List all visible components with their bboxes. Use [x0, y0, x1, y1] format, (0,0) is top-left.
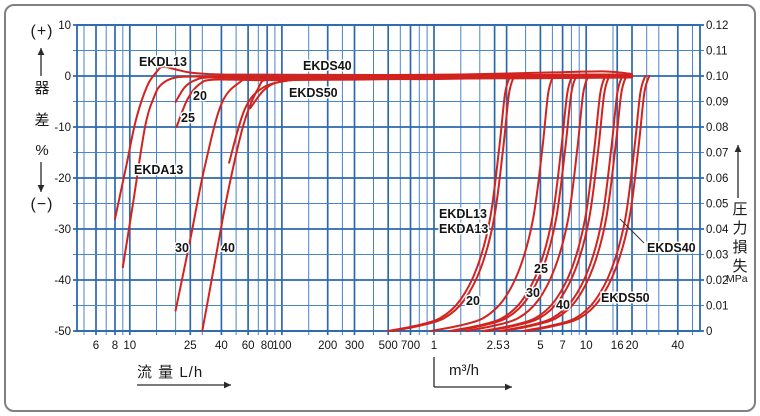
curve-label: EKDS40 [303, 59, 352, 73]
right-axis-tick-label: 0.05 [706, 199, 728, 211]
x-axis-tick-label: 25 [184, 340, 197, 352]
x-axis-tick-label: 7 [559, 340, 565, 352]
curve-label: 25 [181, 111, 195, 125]
x-axis-tick-label: 40 [671, 340, 684, 352]
x-axis-tick-label: 2.5 [487, 340, 503, 352]
pressure-curve-20 [430, 75, 555, 332]
pressure-direction-arrow-head [734, 145, 742, 152]
error-curve-EKDL13 [114, 65, 633, 220]
curve-label: EKDS50 [289, 86, 338, 100]
x-axis-tick-label: 100 [272, 340, 291, 352]
curve-label: EKDA13 [134, 163, 183, 177]
left-axis-tick-label: 10 [58, 20, 71, 32]
pressure-axis-title-char4: 失 [732, 258, 748, 275]
curve-label: 30 [175, 241, 189, 255]
pressure-curve-EKDS50-twin [503, 75, 628, 332]
error-positive-label: (+) [30, 23, 54, 40]
x-axis-tick-label: 80 [261, 340, 274, 352]
curve-label: EKDL13 [139, 55, 187, 69]
left-axis-tick-label: -30 [54, 224, 71, 236]
x-axis-tick-label: 700 [401, 340, 420, 352]
error-minus-direction-arrow-head [37, 185, 45, 192]
right-axis-tick-label: 0.06 [706, 173, 728, 185]
pressure-curve-25-twin [453, 75, 578, 332]
curve-label: 20 [466, 294, 480, 308]
curve-label: EKDL13 [439, 207, 487, 221]
error-negative-label: (−) [30, 196, 54, 213]
x-axis-tick-label: 1 [431, 340, 437, 352]
curve-label: EKDS50 [601, 291, 650, 305]
right-axis-tick-label: 0.02 [706, 275, 728, 287]
left-axis-tick-label: 0 [65, 71, 71, 83]
right-axis-tick-label: 0.01 [706, 301, 728, 313]
x-axis-tick-label: 10 [580, 340, 593, 352]
left-axis-tick-label: -10 [54, 122, 71, 134]
right-axis-tick-label: 0.09 [706, 97, 728, 109]
pressure-curve-40-twin [486, 75, 611, 332]
pressure-curve-30 [465, 75, 590, 332]
leader-line [619, 218, 645, 244]
right-axis-tick-label: 0.12 [706, 20, 728, 32]
x-axis-tick-label: 16 [611, 340, 624, 352]
curve-label: 20 [193, 89, 207, 103]
x-axis-tick-label: 500 [379, 340, 398, 352]
right-axis-tick-label: 0.07 [706, 148, 728, 160]
right-axis-tick-label: 0.03 [706, 250, 728, 262]
x-axis-tick-label: 5 [537, 340, 543, 352]
error-axis-unit-percent: % [35, 142, 49, 159]
pressure-curve-EKDS40-twin [526, 75, 651, 332]
error-curve-EKDS50 [249, 73, 633, 110]
x-axis-tick-label: 60 [242, 340, 255, 352]
x-axis-tick-label: 200 [318, 340, 337, 352]
left-axis-tick-label: -20 [54, 173, 71, 185]
right-axis-tick-label: 0 [706, 326, 712, 338]
pressure-axis-title-char2: 力 [732, 220, 748, 237]
x-axis-tick-label: 40 [215, 340, 228, 352]
left-axis-tick-label: -50 [54, 326, 71, 338]
flow-lh-direction-arrow-head [224, 381, 231, 389]
curve-label: EKDA13 [439, 222, 488, 236]
error-plus-direction-arrow-head [37, 48, 45, 55]
x-axis-tick-label: 3 [503, 340, 509, 352]
pressure-axis-title-char1: 圧 [732, 201, 748, 218]
flow-axis-title-m3h: m³/h [449, 362, 479, 379]
error-axis-title-char1: 器 [34, 80, 50, 97]
error-curve-EKDA13 [121, 73, 633, 269]
x-axis-tick-label: 6 [93, 340, 99, 352]
left-axis-tick-label: -40 [54, 275, 71, 287]
flow-m3h-direction-arrow-head [505, 383, 512, 391]
right-axis-tick-label: 0.08 [706, 122, 728, 134]
curve-label: 25 [534, 262, 548, 276]
curve-label: 40 [556, 298, 570, 312]
error-axis-title-char2: 差 [34, 112, 50, 129]
error-curve-40 [201, 76, 633, 332]
flow-axis-title-lh: 流 量 L/h [137, 364, 204, 381]
pressure-axis-title-char3: 損 [732, 239, 748, 256]
curve-label: 30 [526, 286, 540, 300]
pressure-axis-unit-mpa: MPa [726, 273, 748, 285]
right-axis-tick-label: 0.10 [706, 71, 728, 83]
right-axis-tick-label: 0.04 [706, 224, 729, 236]
pressure-curve-EKDL13/EKDA13-twin [391, 75, 516, 332]
x-axis-tick-label: 300 [345, 340, 364, 352]
x-axis-tick-label: 20 [626, 340, 639, 352]
error-curve-EKDS40 [228, 73, 630, 164]
right-axis-tick-label: 0.11 [706, 46, 728, 58]
curve-label: 40 [221, 241, 235, 255]
x-axis-tick-label: 8 [112, 340, 118, 352]
x-axis-tick-label: 10 [123, 340, 136, 352]
curve-label: EKDS40 [647, 241, 696, 255]
